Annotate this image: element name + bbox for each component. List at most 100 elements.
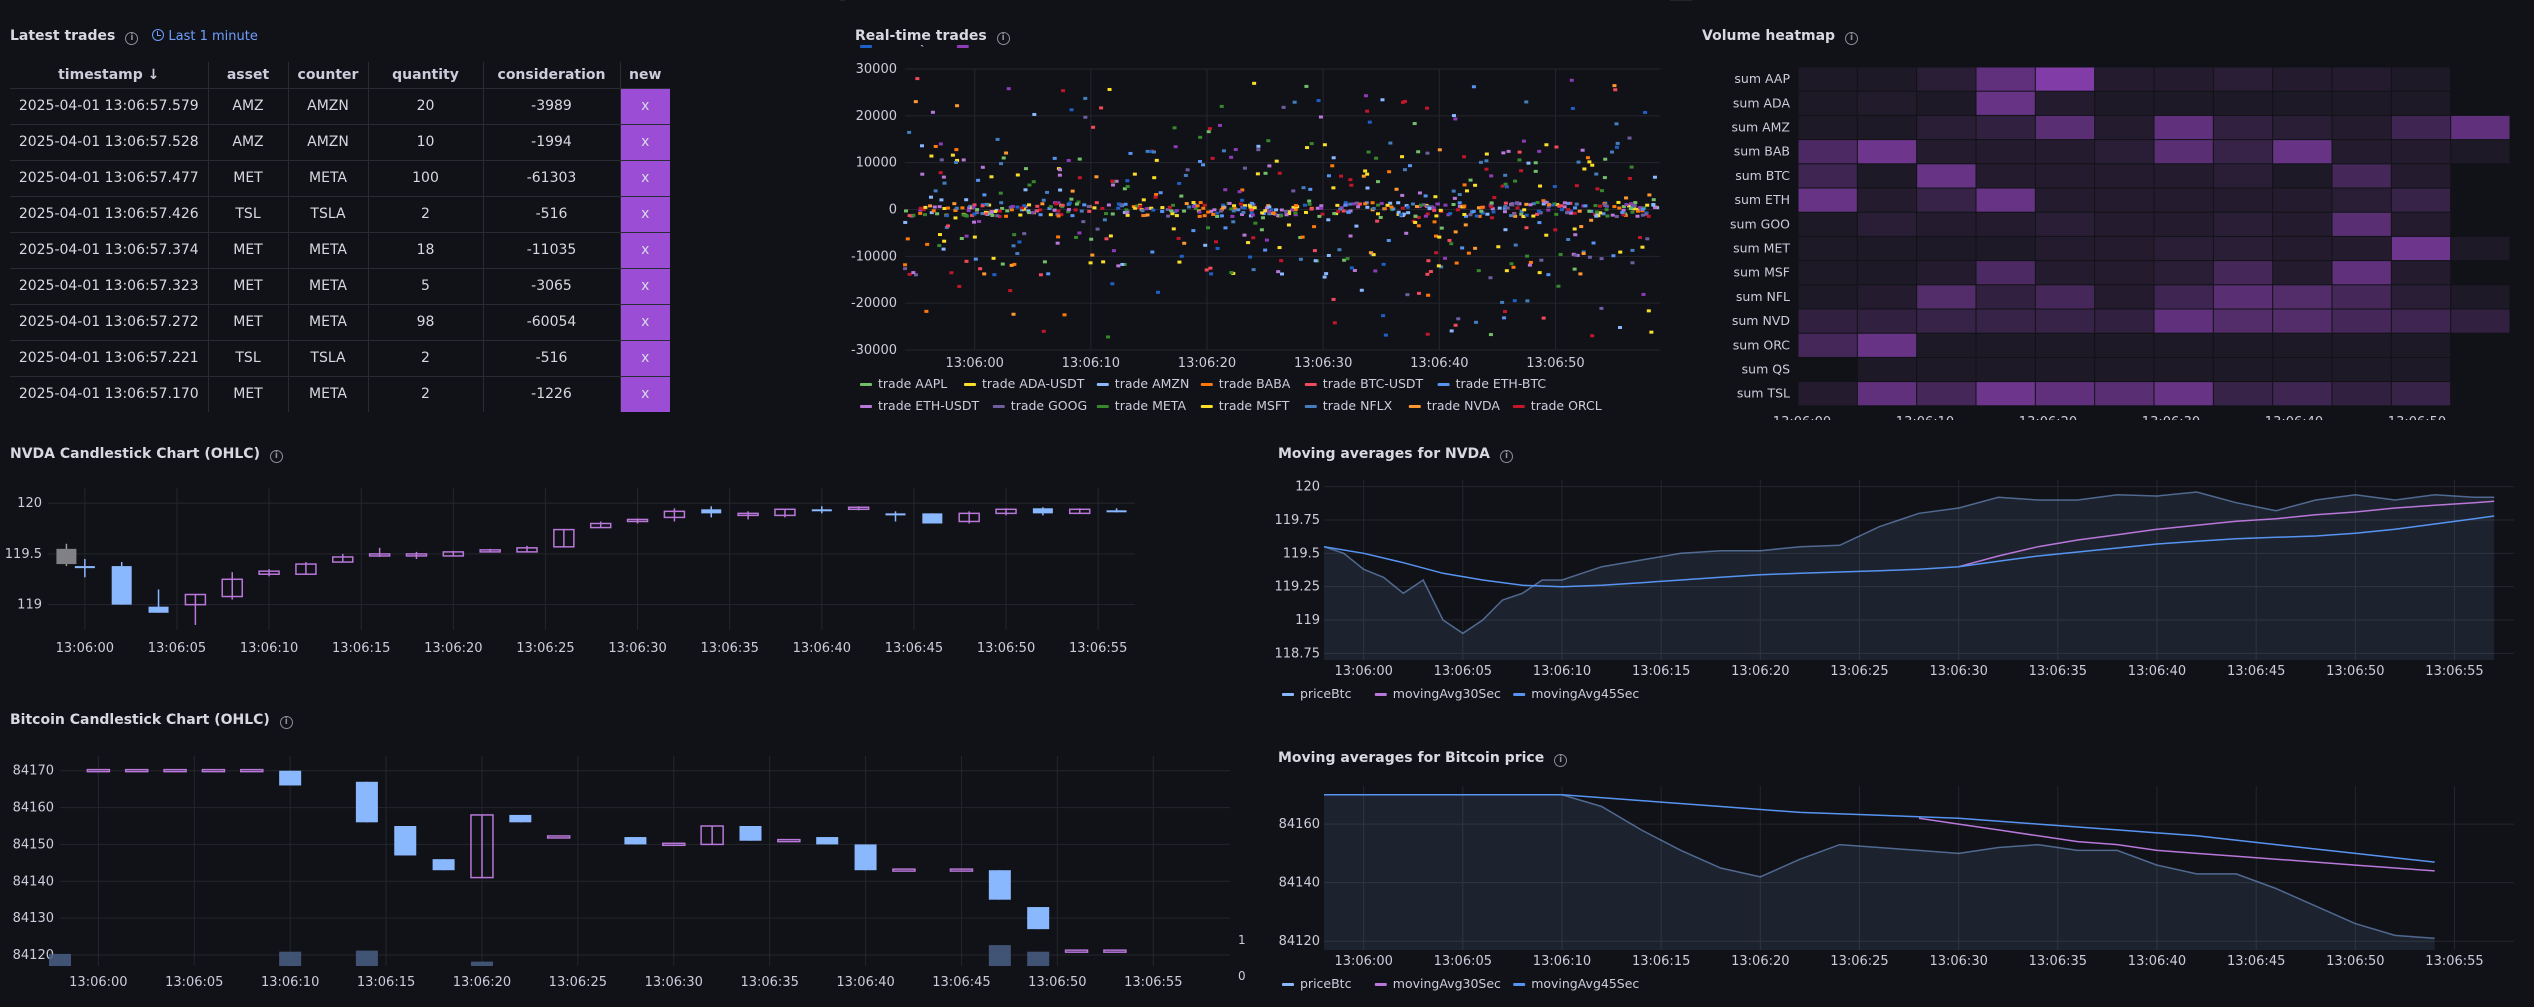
info-icon[interactable]: i [125,32,139,45]
scatter-point [1055,241,1060,245]
cell-new[interactable]: x [619,195,670,232]
table-row[interactable]: 2025-04-01 13:06:57.374 MET META 18 -11035 x [10,231,670,268]
info-icon[interactable]: i [1845,32,1859,45]
scatter-point [1008,289,1013,293]
table-row[interactable]: 2025-04-01 13:06:57.528 AMZ AMZN 10 -1994 x [10,123,670,160]
scatter-point [1056,214,1061,218]
cell-new[interactable]: x [619,87,670,124]
scatter-point [1032,112,1037,116]
legend-item: trade META [1115,398,1187,413]
table-row[interactable]: 2025-04-01 13:06:57.323 MET META 5 -3065 x [10,267,670,304]
scatter-point [929,211,934,215]
scatter-point [1580,148,1585,152]
legend-item: movingAvg30Sec [1393,976,1501,991]
heatmap-cell [1917,333,1976,357]
scatter-point [1505,206,1510,210]
scatter-point [1641,292,1646,296]
scatter-point [1389,205,1394,209]
scatter-point [1174,209,1179,213]
column-header-counter[interactable]: counter [287,62,368,88]
scatter-point [1536,209,1541,213]
scatter-point [1351,202,1356,206]
volume-heatmap-chart[interactable]: sum AAP sum ADA sum AMZ sum BAB sum BTC sum E… [1692,45,2534,425]
scatter-point [1255,172,1260,176]
nvda-moving-averages-chart[interactable]: 120 119.75 119.5 119.25 119 118.75 13:06:00 13:… [1268,460,2534,720]
cell-new[interactable]: x [619,267,670,304]
scatter-point [1263,248,1268,252]
nvda-candlestick-chart[interactable]: 120 119.5 119 13:06:00 13:06:05 13:06:10 13:06… [0,460,1260,710]
scatter-point [1637,236,1642,240]
scatter-point [1400,155,1405,159]
scatter-point [1504,269,1509,273]
scatter-point [1605,214,1610,218]
table-row[interactable]: 2025-04-01 13:06:57.272 MET META 98 -60054 x [10,303,670,340]
scatter-point [1203,243,1208,247]
scatter-point [1339,206,1344,210]
scatter-point [1148,150,1153,154]
cell-new[interactable]: x [619,123,670,160]
series-line [1324,794,2435,863]
scatter-point [905,237,910,241]
scatter-point [1201,163,1206,167]
column-header-new[interactable]: new [619,62,670,88]
scatter-point [1599,189,1604,193]
scatter-point [935,212,940,216]
table-row[interactable]: 2025-04-01 13:06:57.170 MET META 2 -1226 x [10,375,670,412]
info-icon[interactable]: i [1499,450,1513,463]
info-icon[interactable]: i [279,716,293,729]
cell-new[interactable]: x [619,231,670,268]
scatter-point [1585,156,1590,160]
table-row[interactable]: 2025-04-01 13:06:57.477 MET META 100 -61303 x [10,159,670,196]
scatter-point [1512,299,1517,303]
scatter-point [1343,201,1348,205]
time-range-picker[interactable]: Last 1 minute [152,29,258,44]
scatter-point [1046,272,1051,276]
scatter-point [1104,237,1109,241]
scatter-point [960,206,965,210]
btc-candlestick-chart[interactable]: 84170 84160 84150 84140 84130 84120 13:06:00 13… [0,726,1260,1006]
x-tick-label: 13:06:50 [977,641,1035,656]
heatmap-cell [1976,212,2035,236]
scatter-point [1432,208,1437,212]
scatter-point [1145,149,1150,153]
scatter-point [1152,176,1157,180]
scatter-point [961,213,966,217]
info-icon[interactable]: i [996,32,1010,45]
table-row[interactable]: 2025-04-01 13:06:57.426 TSL TSLA 2 -516 x [10,195,670,232]
heatmap-cell [2451,285,2510,309]
table-row[interactable]: 2025-04-01 13:06:57.579 AMZ AMZN 20 -3989 x [10,87,670,124]
column-header-asset[interactable]: asset [207,62,288,88]
scatter-point [1056,235,1061,239]
cell-new[interactable]: x [619,303,670,340]
cell-new[interactable]: x [619,159,670,196]
column-header-quantity[interactable]: quantity [367,62,483,88]
scatter-point [972,203,977,207]
scatter-point [1284,213,1289,217]
scatter-point [1167,205,1172,209]
scatter-point [1008,205,1013,209]
legend-item: trade AMZN [1115,376,1190,391]
heatmap-row-label: sum NFL [1736,289,1790,304]
scatter-point [1414,205,1419,209]
scatter-point [997,215,1002,219]
scatter-point [1400,206,1405,210]
info-icon[interactable]: i [269,450,283,463]
column-header-consideration[interactable]: consideration [482,62,620,88]
realtime-trades-chart[interactable]: 30000 20000 10000 0 -10000 -20000 -30000 13:06:… [845,45,1670,425]
scatter-point [1583,204,1588,208]
scatter-point [1174,214,1179,218]
btc-moving-averages-chart[interactable]: 84160 84140 84120 13:06:00 13:06:05 13:06:10 1… [1268,764,2534,1007]
cell-new[interactable]: x [619,339,670,376]
candle-body [885,513,906,516]
info-icon[interactable]: i [1554,754,1568,767]
scatter-point [1312,249,1317,253]
scatter-point [1451,114,1456,118]
column-header-timestamp[interactable]: timestamp ↓ [10,62,208,88]
scatter-point [1106,335,1111,339]
heatmap-cell [1917,261,1976,285]
scatter-point [1541,316,1546,320]
scatter-point [1027,203,1032,207]
scatter-point [1191,205,1196,209]
cell-new[interactable]: x [619,375,670,412]
table-row[interactable]: 2025-04-01 13:06:57.221 TSL TSLA 2 -516 x [10,339,670,376]
